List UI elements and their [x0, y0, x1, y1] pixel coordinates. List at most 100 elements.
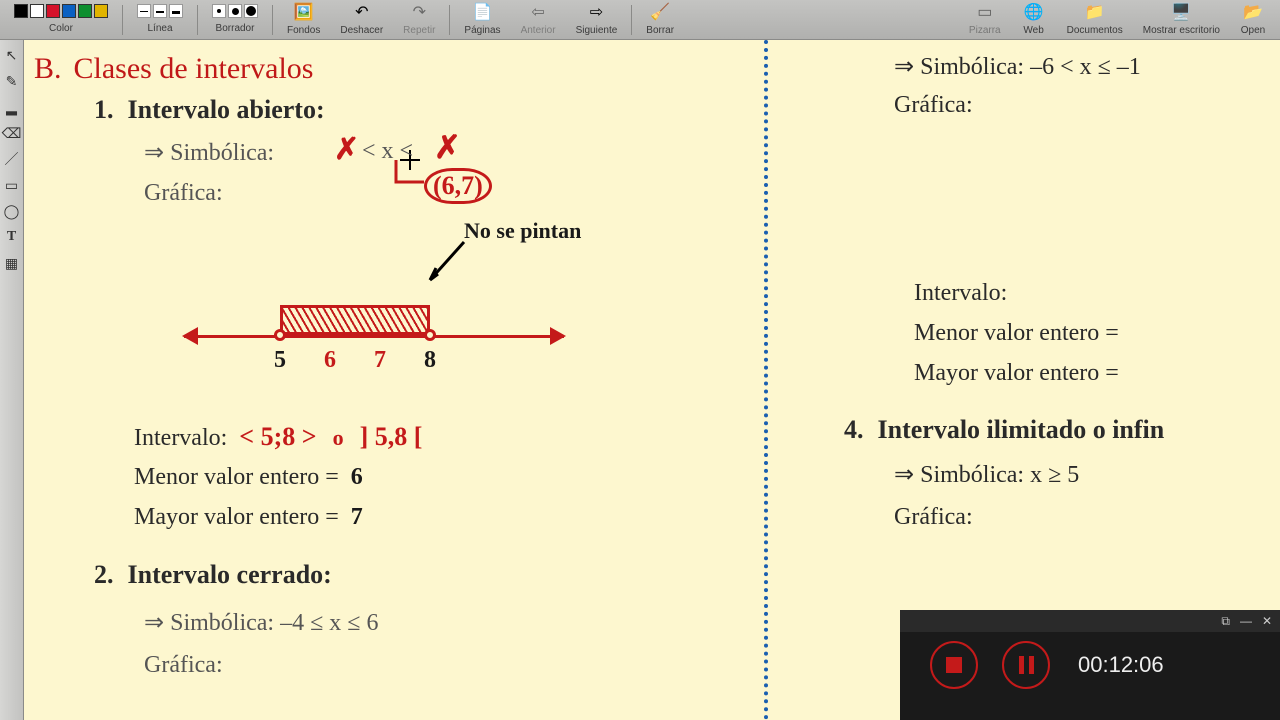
undo-icon: ↶: [349, 2, 375, 22]
eraser-tool[interactable]: ⌫: [3, 124, 21, 142]
backgrounds-group[interactable]: 🖼️ Fondos: [283, 0, 324, 36]
item4-heading: 4. Intervalo ilimitado o infin: [844, 415, 1164, 445]
color-blue[interactable]: [62, 4, 76, 18]
redo-icon: ↷: [406, 2, 432, 22]
pause-recording-button[interactable]: [1002, 641, 1050, 689]
hand-x1: ✗: [334, 132, 359, 167]
prev-label: Anterior: [521, 25, 556, 36]
section-title-text: Clases de intervalos: [74, 52, 314, 85]
hand-interval2: ] 5,8 [: [360, 422, 423, 451]
color-black[interactable]: [14, 4, 28, 18]
pointer-tool[interactable]: ↖: [3, 46, 21, 64]
pages-group[interactable]: 📄 Páginas: [460, 0, 504, 36]
showdesktop-icon: 🖥️: [1168, 2, 1194, 22]
recorder-titlebar: ⧉ — ✕: [900, 610, 1280, 632]
close-icon[interactable]: ✕: [1262, 614, 1272, 628]
arrow-to-67: [394, 158, 434, 198]
line-thin[interactable]: [137, 4, 151, 18]
item2-symbolic: ⇒ Simbólica: –4 ≤ x ≤ 6: [144, 608, 378, 637]
hand-67-text: (6,7): [433, 171, 483, 200]
eraser-label: Borrador: [216, 23, 255, 34]
board-icon: ▭: [972, 2, 998, 22]
board-label: Pizarra: [969, 25, 1001, 36]
undo-group[interactable]: ↶ Deshacer: [336, 0, 387, 36]
hand-interval-o: o: [333, 425, 344, 450]
intervalo-line: Intervalo: < 5;8 > o ] 5,8 [: [134, 422, 422, 452]
minimize-icon[interactable]: —: [1240, 614, 1252, 628]
item1-heading: 1. Intervalo abierto:: [94, 95, 325, 125]
nl-7: 7: [374, 347, 386, 374]
rect-tool[interactable]: ▭: [3, 176, 21, 194]
board-group[interactable]: ▭ Pizarra: [965, 0, 1005, 36]
item2-title: Intervalo cerrado:: [128, 560, 332, 589]
arrow-to-circle: [424, 240, 474, 290]
next-icon: ⇨: [583, 2, 609, 22]
open-icon: 📂: [1240, 2, 1266, 22]
item1-title: Intervalo abierto:: [128, 95, 325, 124]
open-group[interactable]: 📂 Open: [1236, 0, 1270, 36]
hand-67: (6,7): [424, 168, 492, 204]
line-medium[interactable]: [153, 4, 167, 18]
section-letter: B.: [34, 52, 62, 85]
eraser-large[interactable]: [244, 4, 258, 18]
nl-6: 6: [324, 347, 336, 374]
line-tool[interactable]: ／: [3, 150, 21, 168]
line-thick[interactable]: [169, 4, 183, 18]
prev-group[interactable]: ⇦ Anterior: [517, 0, 560, 36]
showdesktop-group[interactable]: 🖥️ Mostrar escritorio: [1139, 0, 1224, 36]
item1-num: 1.: [94, 95, 114, 124]
right-menor: Menor valor entero =: [914, 320, 1119, 347]
next-label: Siguiente: [576, 25, 618, 36]
eraser-group: Borrador: [208, 0, 262, 34]
pages-icon: 📄: [469, 2, 495, 22]
clear-group[interactable]: 🧹 Borrar: [642, 0, 678, 36]
item2-grafica: Gráfica:: [144, 652, 223, 679]
eraser-small[interactable]: [212, 4, 226, 18]
highlighter-tool[interactable]: ▂: [3, 98, 21, 116]
section-heading: B. Clases de intervalos: [34, 52, 313, 86]
item4-num: 4.: [844, 415, 864, 444]
left-tool-palette: ↖ ✎ ▂ ⌫ ／ ▭ ◯ T ▦: [0, 40, 24, 720]
color-yellow[interactable]: [94, 4, 108, 18]
pen-tool[interactable]: ✎: [3, 72, 21, 90]
annot-no-pintan: No se pintan: [464, 218, 581, 244]
right-grafica: Gráfica:: [894, 92, 973, 119]
menor-label: Menor valor entero =: [134, 464, 339, 490]
eraser-medium[interactable]: [228, 4, 242, 18]
popout-icon[interactable]: ⧉: [1221, 614, 1230, 629]
clear-icon: 🧹: [647, 2, 673, 22]
mayor-line: Mayor valor entero = 7: [134, 504, 363, 531]
screen-recorder-overlay: ⧉ — ✕ 00:12:06: [900, 610, 1280, 720]
line-label: Línea: [147, 23, 172, 34]
number-line: 5 6 7 8: [184, 295, 564, 375]
backgrounds-icon: 🖼️: [291, 2, 317, 22]
redo-label: Repetir: [403, 25, 435, 36]
top-toolbar: Color Línea Borrador 🖼️ Fondos ↶ Deshace…: [0, 0, 1280, 40]
circle-tool[interactable]: ◯: [3, 202, 21, 220]
documents-group[interactable]: 📁 Documentos: [1063, 0, 1127, 36]
clear-label: Borrar: [646, 25, 674, 36]
color-red[interactable]: [46, 4, 60, 18]
redo-group[interactable]: ↷ Repetir: [399, 0, 439, 36]
undo-label: Deshacer: [340, 25, 383, 36]
pages-label: Páginas: [464, 25, 500, 36]
intervalo-label: Intervalo:: [134, 425, 227, 451]
right-sym: ⇒ Simbólica: –6 < x ≤ –1: [894, 52, 1141, 81]
item2-num: 2.: [94, 560, 114, 589]
text-tool[interactable]: T: [3, 228, 21, 246]
item4-sym: ⇒ Simbólica: x ≥ 5: [894, 460, 1079, 489]
showdesktop-label: Mostrar escritorio: [1143, 25, 1220, 36]
color-green[interactable]: [78, 4, 92, 18]
next-group[interactable]: ⇨ Siguiente: [572, 0, 622, 36]
nl-5: 5: [274, 347, 286, 374]
item4-grafica: Gráfica:: [894, 504, 973, 531]
item2-heading: 2. Intervalo cerrado:: [94, 560, 332, 590]
web-icon: 🌐: [1021, 2, 1047, 22]
open-label: Open: [1241, 25, 1265, 36]
backgrounds-label: Fondos: [287, 25, 320, 36]
web-group[interactable]: 🌐 Web: [1017, 0, 1051, 36]
mayor-label: Mayor valor entero =: [134, 504, 339, 530]
stop-recording-button[interactable]: [930, 641, 978, 689]
color-white[interactable]: [30, 4, 44, 18]
fill-tool[interactable]: ▦: [3, 254, 21, 272]
